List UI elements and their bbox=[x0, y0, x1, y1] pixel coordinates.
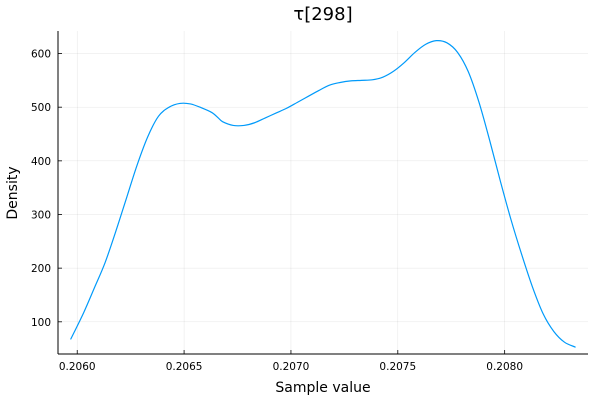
grid bbox=[58, 31, 588, 354]
y-tick-label: 200 bbox=[31, 263, 51, 275]
tick-layer: 0.2060 0.2065 0.2070 0.2075 0.2080 100 200 300 4… bbox=[31, 49, 523, 373]
y-tick-label: 400 bbox=[31, 156, 51, 168]
y-tick-label: 100 bbox=[31, 317, 51, 329]
x-tick-label: 0.2060 bbox=[59, 361, 96, 373]
x-tick-label: 0.2065 bbox=[166, 361, 203, 373]
y-tick-label: 300 bbox=[31, 209, 51, 221]
y-tick-label: 600 bbox=[31, 49, 51, 61]
x-tick-label: 0.2080 bbox=[486, 361, 523, 373]
density-line bbox=[70, 39, 576, 348]
series-layer bbox=[70, 39, 576, 348]
y-axis-title: Density bbox=[5, 166, 21, 219]
x-tick-label: 0.2075 bbox=[379, 361, 416, 373]
chart-title: τ[298] bbox=[293, 4, 352, 25]
y-tick-label: 500 bbox=[31, 102, 51, 114]
x-tick-label: 0.2070 bbox=[273, 361, 310, 373]
x-axis-title: Sample value bbox=[275, 380, 370, 396]
axes-frame bbox=[57, 31, 588, 355]
